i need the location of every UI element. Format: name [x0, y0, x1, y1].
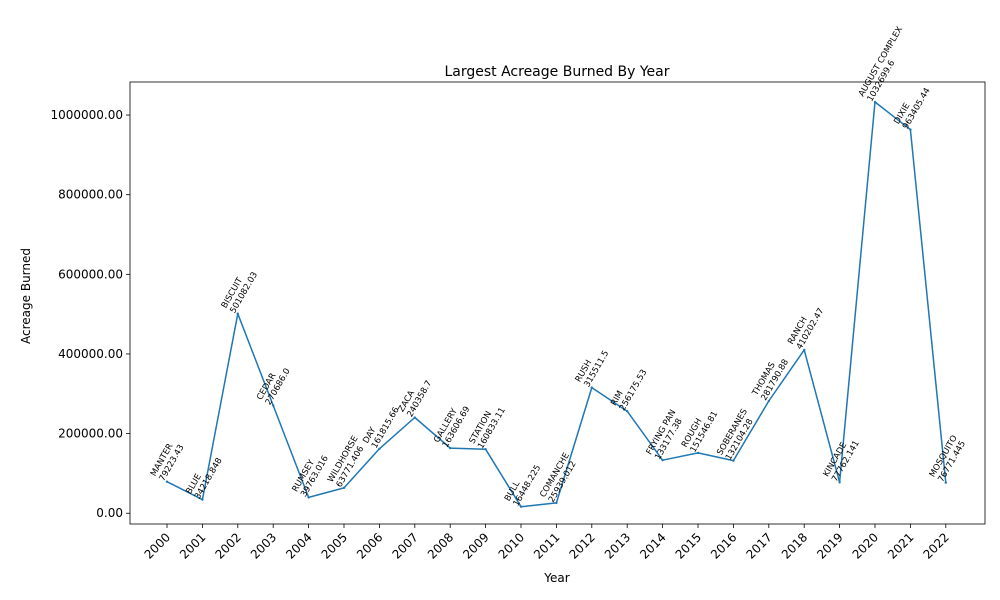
x-tick-label: 2020	[850, 530, 881, 561]
x-tick-label: 2000	[142, 530, 173, 561]
plot-area: 0.00 200000.00 400000.00 600000.00 800000.00…	[50, 25, 968, 562]
data-point	[838, 481, 841, 484]
y-tick-label: 200000.00	[58, 427, 123, 441]
x-tick-label: 2009	[460, 530, 491, 561]
data-annotation: RUMSEY39763.016	[291, 449, 331, 499]
data-annotation: GALLERY163606.69	[432, 400, 472, 450]
chart-title: Largest Acreage Burned By Year	[444, 64, 669, 80]
x-tick-label: 2015	[673, 530, 704, 561]
data-point	[909, 128, 912, 131]
data-annotation: CEDAR270686.0	[255, 362, 293, 407]
data-point	[732, 459, 735, 462]
data-point	[236, 312, 239, 315]
data-annotation: COMANCHE25939.012	[538, 451, 580, 504]
data-annotation: WILDHORSE63771.406	[326, 434, 369, 489]
x-tick-label: 2019	[814, 530, 845, 561]
y-tick-label: 600000.00	[58, 267, 123, 281]
data-point	[378, 447, 381, 451]
data-point	[342, 486, 346, 490]
data-point	[307, 496, 310, 499]
data-annotation: ROUGH151546.81	[680, 405, 720, 455]
data-point	[944, 481, 947, 484]
x-tick-label: 2006	[354, 530, 385, 561]
data-point	[696, 451, 700, 455]
x-tick-label: 2005	[319, 530, 350, 561]
x-tick-label: 2004	[283, 530, 314, 561]
data-point	[484, 448, 487, 451]
data-point	[519, 505, 523, 508]
data-point	[201, 498, 204, 501]
data-annotation: AUGUST COMPLEX1032699.6	[857, 25, 914, 104]
x-tick-label: 2011	[531, 530, 562, 561]
data-annotation: MANTER79223.43	[149, 438, 187, 483]
data-point	[555, 501, 558, 505]
x-tick-label: 2010	[496, 530, 527, 561]
data-annotation: ZACA240358.7	[397, 374, 435, 419]
data-point	[803, 348, 806, 352]
data-point	[661, 459, 664, 462]
data-annotation: FRYING PAN133177.38	[645, 408, 688, 462]
data-point	[413, 416, 416, 419]
data-annotation: RUSH315511.5	[574, 344, 612, 389]
x-tick-label: 2014	[637, 530, 668, 561]
x-tick-label: 2012	[566, 530, 597, 561]
y-axis-label: Acreage Burned	[19, 248, 33, 344]
data-annotation: SOBERANES132104.28	[715, 407, 758, 462]
x-tick-label: 2016	[708, 530, 739, 561]
data-annotation: BISCUIT501082.03	[220, 265, 260, 315]
data-point	[873, 100, 877, 104]
data-annotation: MOSQUITO76771.445	[928, 433, 969, 484]
data-annotation: BULL16448.225	[503, 458, 543, 508]
data-point	[449, 446, 452, 450]
series-line	[166, 101, 947, 508]
data-annotation: DIXIE963405.44	[892, 81, 932, 131]
x-tick-label: 2008	[425, 530, 456, 561]
x-tick-label: 2002	[212, 530, 243, 561]
data-point	[767, 399, 770, 403]
x-tick-label: 2022	[920, 530, 951, 561]
data-point	[165, 480, 169, 483]
y-tick-label: 0.00	[96, 506, 123, 520]
x-tick-label: 2018	[779, 530, 810, 561]
data-annotation: RIM256175.53	[609, 363, 649, 413]
x-tick-label: 2003	[248, 530, 279, 561]
data-annotation: RANCH410202.47	[786, 302, 826, 352]
x-tick-label: 2021	[885, 530, 916, 561]
data-annotation: STATION160833.11	[468, 401, 508, 451]
x-tick-label: 2013	[602, 530, 633, 561]
y-tick-label: 400000.00	[58, 347, 123, 361]
annotation-value: 256175.53	[618, 368, 650, 413]
x-tick-label: 2017	[743, 530, 774, 561]
data-annotation: KINCADE77762.141	[822, 434, 862, 484]
data-point	[590, 386, 593, 389]
x-axis-label: Year	[543, 571, 569, 585]
y-tick-label: 800000.00	[58, 188, 123, 202]
x-tick-label: 2001	[177, 530, 208, 561]
x-tick-label: 2007	[389, 530, 420, 561]
y-tick-label: 1000000.00	[50, 108, 123, 122]
data-annotation: BLUE34218.848	[184, 451, 224, 501]
data-point	[626, 410, 629, 413]
data-point	[272, 404, 275, 407]
data-annotation: DAY161815.66	[361, 401, 401, 451]
plot-frame	[129, 81, 986, 525]
